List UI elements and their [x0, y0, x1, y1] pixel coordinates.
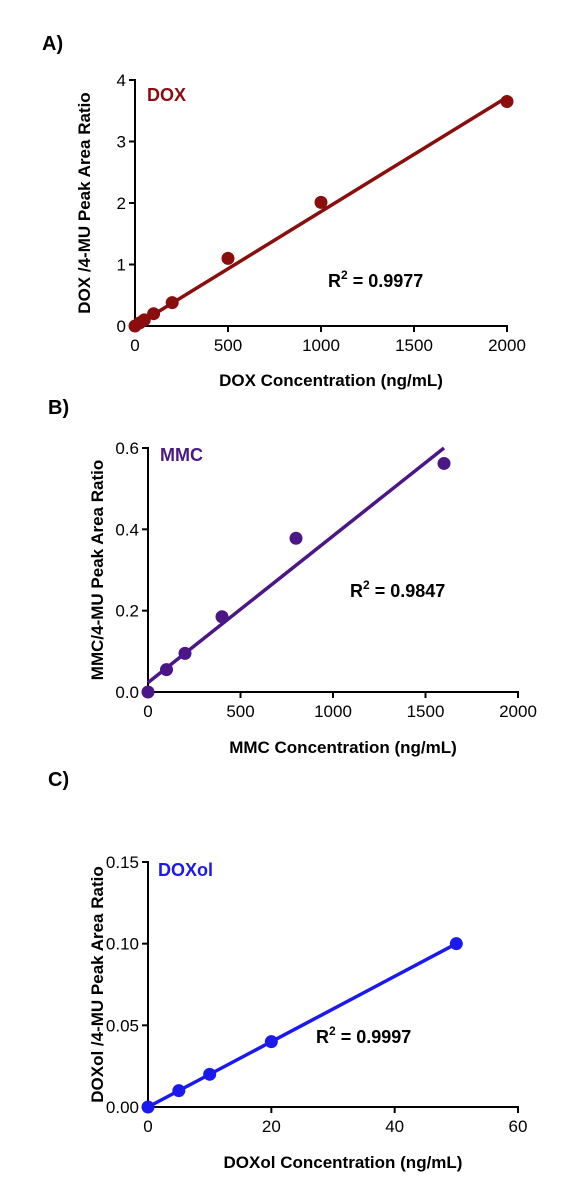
- data-point: [289, 531, 303, 545]
- y-axis-title: MMC/4-MU Peak Area Ratio: [88, 460, 107, 680]
- x-tick-label: 20: [262, 1117, 281, 1136]
- x-tick-label: 0: [130, 336, 139, 355]
- regression-line: [146, 446, 446, 685]
- x-tick-label: 2000: [499, 702, 537, 721]
- r-squared-prefix: R: [328, 271, 341, 291]
- y-axis-title: DOX /4-MU Peak Area Ratio: [75, 92, 94, 313]
- y-tick-label: 0.0: [115, 683, 139, 702]
- r-squared-superscript: 2: [341, 268, 348, 282]
- panel-label: A): [42, 33, 63, 55]
- r-squared-prefix: R: [350, 581, 363, 601]
- x-tick-label: 0: [143, 1117, 152, 1136]
- y-tick-label: 1: [117, 256, 126, 275]
- r-squared-superscript: 2: [363, 578, 370, 592]
- r-squared-value: = 0.9847: [370, 581, 446, 601]
- data-point: [264, 1035, 278, 1049]
- r-squared-superscript: 2: [329, 1024, 336, 1038]
- y-tick-label: 0.00: [106, 1098, 139, 1117]
- x-axis-title: MMC Concentration (ng/mL): [229, 738, 457, 757]
- y-tick-label: 0.2: [115, 602, 139, 621]
- y-tick-label: 0.05: [106, 1016, 139, 1035]
- x-tick-label: 40: [385, 1117, 404, 1136]
- x-axis-title: DOXol Concentration (ng/mL): [224, 1153, 463, 1172]
- r-squared-prefix: R: [316, 1027, 329, 1047]
- chart-panel-dox: A) 0 1 2 3 4 0 500 1000 1500 2000 DOX Concentration…: [42, 33, 526, 390]
- series-label: MMC: [160, 445, 203, 465]
- y-tick-label: 0.6: [115, 439, 139, 458]
- panel-label: C): [48, 769, 69, 791]
- data-point: [141, 685, 155, 699]
- y-tick-label: 2: [117, 194, 126, 213]
- x-tick-label: 1000: [302, 336, 340, 355]
- x-tick-label: 2000: [488, 336, 526, 355]
- data-point: [160, 663, 173, 677]
- r-squared-annotation: R2 = 0.9977: [328, 268, 423, 291]
- panel-label: B): [48, 397, 69, 419]
- y-tick-label: 0.4: [115, 520, 139, 539]
- x-tick-label: 0: [143, 702, 152, 721]
- r-squared-value: = 0.9977: [348, 271, 424, 291]
- x-axis-title: DOX Concentration (ng/mL): [219, 371, 443, 390]
- data-point: [147, 307, 161, 321]
- data-point: [137, 313, 151, 327]
- data-point: [437, 456, 451, 470]
- y-tick-label: 0.10: [106, 935, 139, 954]
- data-point: [203, 1067, 217, 1081]
- data-point: [221, 251, 235, 265]
- x-tick-label: 500: [214, 336, 242, 355]
- data-point: [215, 610, 229, 624]
- data-point: [314, 195, 328, 209]
- chart-panel-doxol: C) 0.00 0.05 0.10 0.15 0 20 40 60 DOXol Concentra…: [48, 769, 527, 1172]
- series-label: DOX: [147, 85, 186, 105]
- x-tick-label: 500: [226, 702, 254, 721]
- y-tick-label: 3: [117, 133, 126, 152]
- y-tick-label: 0: [117, 317, 126, 336]
- x-tick-label: 1500: [395, 336, 433, 355]
- x-tick-label: 1000: [314, 702, 352, 721]
- data-point: [500, 95, 514, 109]
- y-tick-label: 4: [117, 71, 126, 90]
- data-point: [172, 1084, 186, 1098]
- data-point: [141, 1100, 155, 1114]
- series-label: DOXol: [158, 860, 213, 880]
- x-tick-label: 1500: [407, 702, 445, 721]
- r-squared-annotation: R2 = 0.9997: [316, 1024, 411, 1047]
- chart-panel-mmc: B) 0.0 0.2 0.4 0.6 0 500 1000 1500 2000 MMC Concen…: [48, 397, 537, 757]
- regression-line: [147, 942, 458, 1109]
- y-axis-title: DOXol /4-MU Peak Area Ratio: [88, 866, 107, 1103]
- regression-line: [134, 95, 508, 328]
- r-squared-annotation: R2 = 0.9847: [350, 578, 445, 601]
- y-tick-label: 0.15: [106, 853, 139, 872]
- data-point: [449, 937, 463, 951]
- r-squared-value: = 0.9997: [336, 1027, 412, 1047]
- x-tick-label: 60: [509, 1117, 528, 1136]
- data-point: [165, 296, 179, 310]
- data-point: [178, 646, 192, 660]
